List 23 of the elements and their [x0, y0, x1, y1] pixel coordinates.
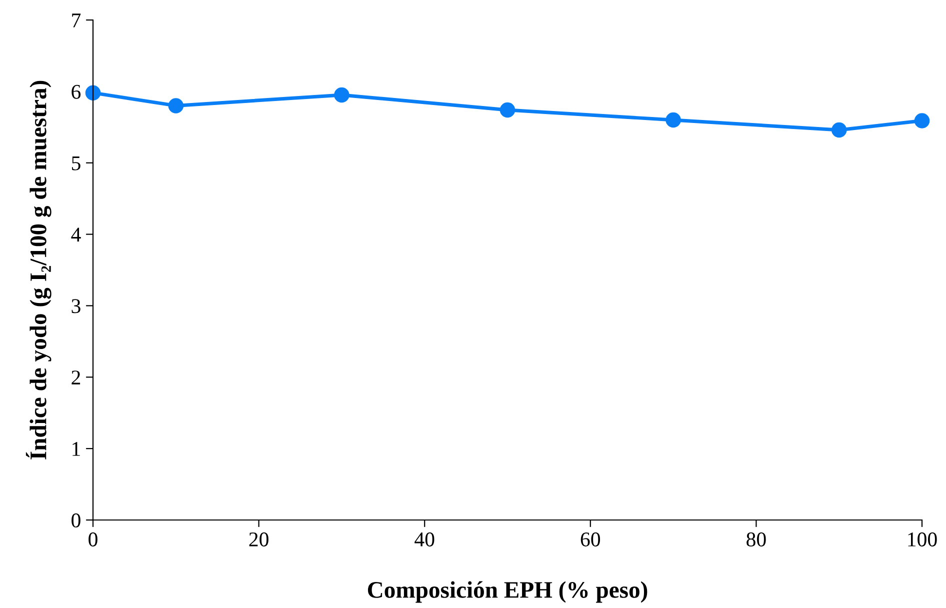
- x-axis-title: Composición EPH (% peso): [368, 581, 648, 603]
- y-tick-label: 2: [72, 370, 80, 384]
- point: [666, 112, 681, 128]
- point: [168, 98, 184, 114]
- x-tick-label: 80: [746, 532, 766, 546]
- y-tick-label: 1: [72, 442, 80, 456]
- x-tick-label: 0: [88, 532, 98, 546]
- x-tick-label: 100: [908, 532, 937, 546]
- y-tick-label: 4: [71, 228, 81, 242]
- point: [334, 87, 350, 103]
- y-tick-label: 6: [72, 84, 81, 99]
- x-tick-label: 20: [249, 532, 268, 546]
- point: [500, 102, 516, 118]
- y-tick-label: 7: [72, 14, 81, 28]
- x-tick-label: 60: [580, 532, 600, 546]
- x-tick-label: 40: [414, 532, 434, 546]
- y-tick-label: 0: [72, 513, 80, 528]
- y-tick-label: 3: [72, 299, 80, 314]
- point: [85, 85, 101, 100]
- y-axis-title: Índice de yodo (g I₂/100 g de muestra): [26, 80, 52, 460]
- y-tick-label: 5: [72, 156, 80, 170]
- point: [914, 113, 930, 128]
- point: [831, 122, 847, 138]
